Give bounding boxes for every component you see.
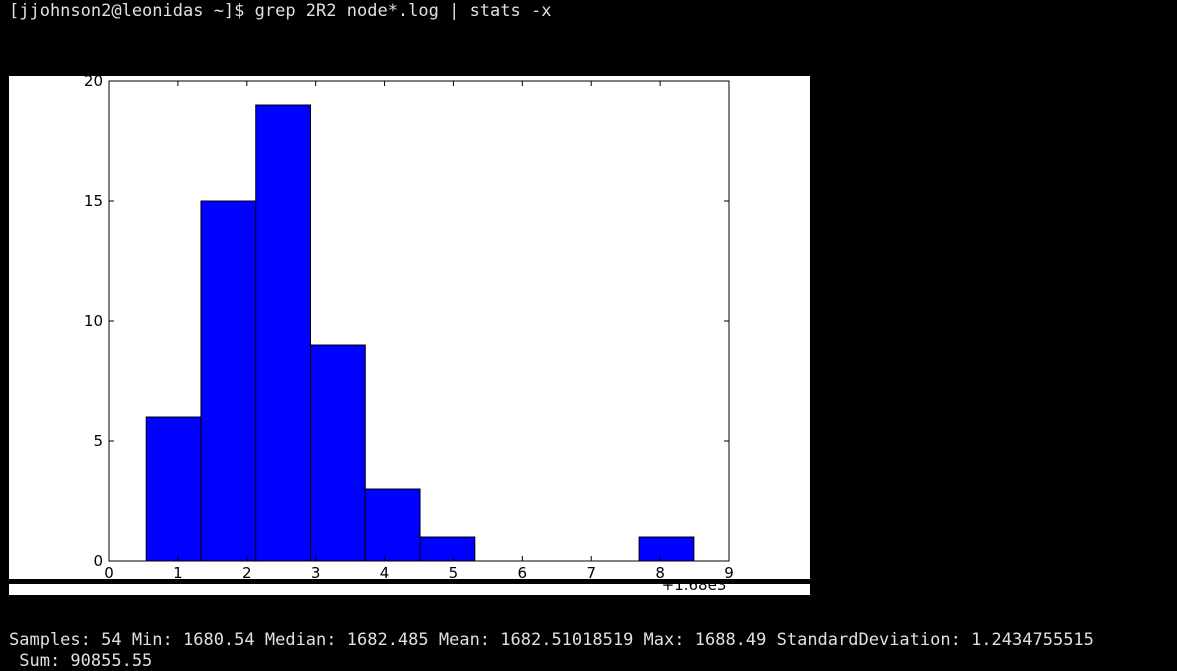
y-tick-label-2: 10 [84, 312, 103, 330]
sum-output-line: Sum: 90855.55 [9, 651, 153, 671]
histogram-chart: 0 1 2 3 4 5 6 7 8 9 0 5 10 15 20 +1.68e3 [9, 76, 810, 595]
histogram-bar-0 [145, 416, 202, 562]
x-tick-label-3: 3 [311, 564, 321, 582]
window-bottom-strip [9, 584, 810, 595]
y-tick-label-3: 15 [84, 192, 103, 210]
terminal-command-line: [jjohnson2@leonidas ~]$ grep 2R2 node*.l… [9, 1, 552, 21]
y-tick-label-0: 0 [93, 552, 103, 570]
x-tick-label-6: 6 [518, 564, 528, 582]
plot-frame [108, 80, 730, 562]
histogram-bar-1 [200, 200, 257, 562]
x-tick-label-7: 7 [586, 564, 596, 582]
x-tick-label-0: 0 [104, 564, 114, 582]
x-tick-label-2: 2 [242, 564, 252, 582]
x-tick-label-5: 5 [449, 564, 459, 582]
histogram-bar-5 [419, 536, 476, 562]
histogram-window: 0 1 2 3 4 5 6 7 8 9 0 5 10 15 20 +1.68e3 [9, 76, 810, 595]
x-tick-label-9: 9 [724, 564, 734, 582]
histogram-bar-4 [364, 488, 421, 562]
x-tick-label-8: 8 [655, 564, 665, 582]
x-tick-label-4: 4 [380, 564, 390, 582]
ticks-layer: 0 1 2 3 4 5 6 7 8 9 0 5 10 15 20 [84, 76, 734, 582]
bars-layer [145, 104, 695, 562]
x-offset-label: +1.68e3 [662, 576, 727, 594]
histogram-bar-9 [638, 536, 695, 562]
x-tick-label-1: 1 [173, 564, 183, 582]
histogram-bar-2 [255, 104, 312, 562]
y-tick-label-4: 20 [84, 76, 103, 90]
window-divider [9, 579, 810, 584]
y-tick-label-1: 5 [93, 432, 103, 450]
histogram-bar-3 [310, 344, 366, 562]
stats-output-line: Samples: 54 Min: 1680.54 Median: 1682.48… [9, 630, 1094, 650]
